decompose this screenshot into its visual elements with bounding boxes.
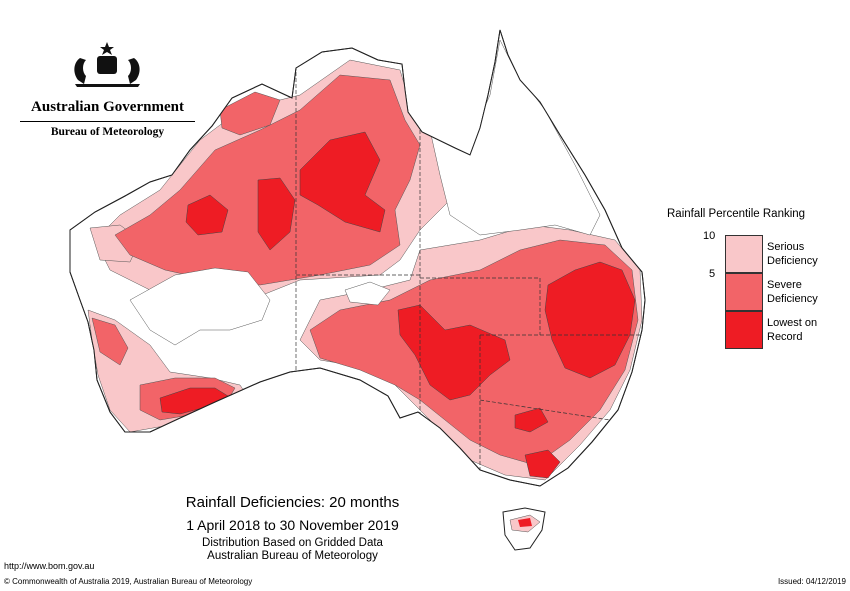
- legend-swatch-lowest: [725, 311, 763, 349]
- legend-item-serious: Serious Deficiency: [725, 235, 843, 273]
- map-title: Rainfall Deficiencies: 20 months: [185, 494, 400, 511]
- tasmania-deficiency-severe: [518, 518, 532, 527]
- map-method: Distribution Based on Gridded Data: [202, 537, 383, 549]
- map-caption: Rainfall Deficiencies: 20 months 1 April…: [150, 494, 435, 562]
- severe-region-kimberley: [219, 91, 281, 136]
- severe-region-westcoast: [91, 317, 129, 366]
- lowest-region-vic: [524, 449, 561, 479]
- map-period: 1 April 2018 to 30 November 2019: [186, 517, 399, 533]
- legend-label-severe: Severe Deficiency: [767, 279, 818, 305]
- lowest-region-nt-west: [257, 177, 296, 251]
- lowest-region-central: [397, 304, 511, 401]
- no-deficiency-region-wa: [129, 267, 271, 346]
- bureau-title: Bureau of Meteorology: [50, 126, 165, 138]
- lowest-region-qld-nsw: [544, 261, 636, 379]
- deficiency-regions: [87, 39, 643, 481]
- legend-label-lowest: Lowest on Record: [767, 317, 818, 343]
- legend-swatch-severe: [725, 273, 763, 311]
- legend-tick-5: 5: [709, 268, 716, 280]
- legend-title: Rainfall Percentile Ranking: [667, 208, 806, 220]
- legend-label-serious: Serious Deficiency: [767, 241, 818, 267]
- issue-date: Issued: 04/12/2019: [777, 577, 846, 586]
- government-logo-block: Australian Government Bureau of Meteorol…: [20, 38, 195, 138]
- lowest-region-sa: [514, 407, 549, 433]
- legend-item-lowest: Lowest on Record: [725, 311, 843, 349]
- lowest-region-nt-centre: [299, 131, 386, 233]
- coat-of-arms-icon: [74, 42, 140, 87]
- no-deficiency-region-qld: [429, 39, 601, 236]
- lowest-region-wa-north: [185, 194, 229, 236]
- coastline: [69, 29, 646, 487]
- legend: Rainfall Percentile Ranking 10 5 Serious…: [667, 208, 847, 349]
- copyright-text: © Commonwealth of Australia 2019, Austra…: [4, 577, 253, 586]
- legend-tick-10: 10: [703, 230, 716, 242]
- bom-url: http://www.bom.gov.au: [4, 561, 95, 571]
- no-deficiency-region-sa-north: [344, 281, 391, 306]
- state-borders: [295, 60, 640, 470]
- legend-swatch-serious: [725, 235, 763, 273]
- legend-item-severe: Severe Deficiency: [725, 273, 843, 311]
- map-source: Australian Bureau of Meteorology: [207, 550, 378, 562]
- government-title: Australian Government: [20, 99, 195, 122]
